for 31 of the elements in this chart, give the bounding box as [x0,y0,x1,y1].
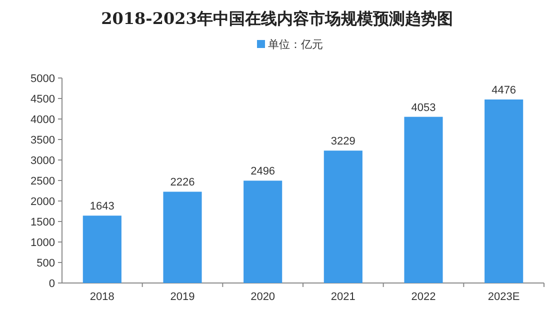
data-label: 4476 [492,84,516,96]
data-label: 2496 [250,166,276,178]
x-tick-label: 2019 [170,291,195,303]
data-label: 1643 [90,200,114,213]
y-tick-label: 4000 [30,114,55,126]
data-label: 2226 [170,176,195,189]
data-label: 3229 [330,136,356,148]
x-tick-label: 2020 [250,291,276,303]
legend-label: 单位：亿元 [268,38,323,51]
chart-title: 2018-2023年中国在线内容市场规模预测趋势图 [101,9,453,28]
y-tick-label: 1500 [30,216,55,228]
x-tick-label: 2022 [411,291,436,303]
data-label: 4053 [411,102,436,114]
bar [163,192,202,283]
bar [324,150,362,283]
bar [484,99,524,283]
x-tick-label: 2021 [330,291,356,303]
bar [82,216,122,283]
y-tick-label: 2500 [30,176,55,188]
y-tick-label: 0 [48,278,55,290]
y-tick-label: 3500 [30,134,55,146]
bar [244,180,282,283]
y-tick-label: 500 [36,258,55,270]
x-tick-label: 2018 [90,291,114,303]
y-tick-label: 2000 [30,196,55,208]
x-tick-label: 2023E [488,291,520,303]
y-tick-label: 3000 [30,155,55,167]
y-tick-label: 1000 [30,237,55,249]
y-tick-label: 5000 [30,73,55,85]
y-tick-label: 4500 [30,94,55,106]
bar [404,116,443,283]
